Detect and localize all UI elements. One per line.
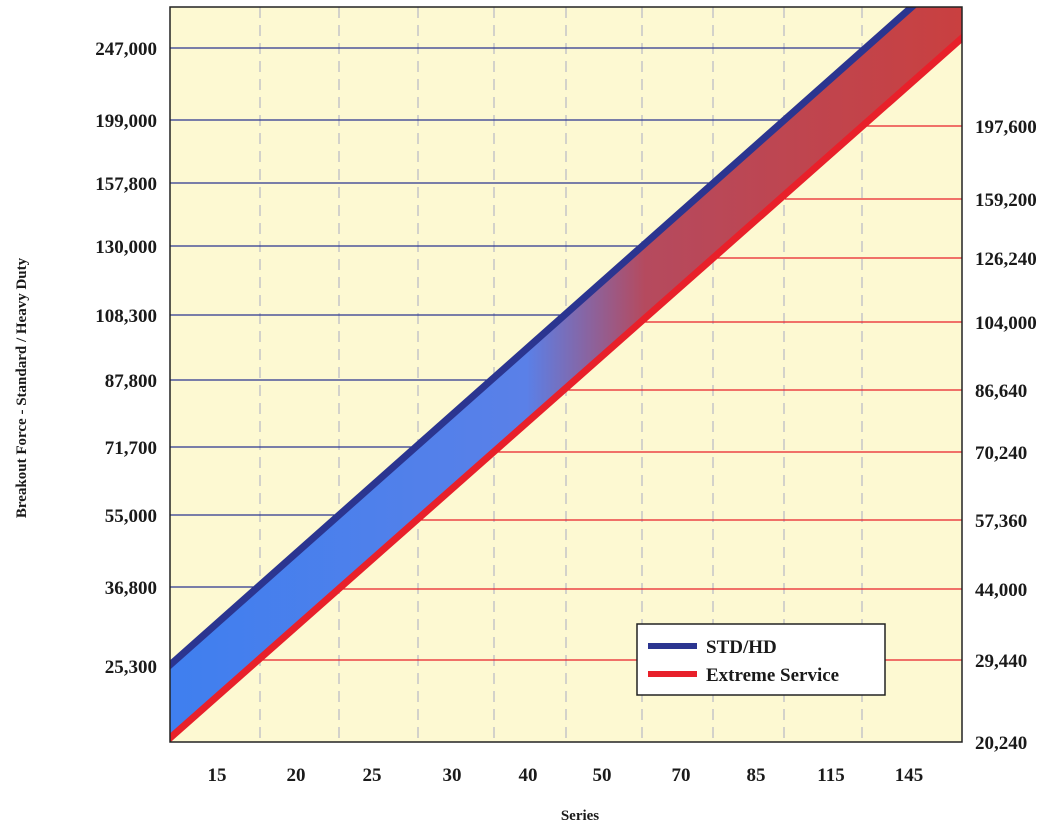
series-line-extreme-service [170,33,962,742]
legend-label-std-hd: STD/HD [706,637,777,658]
left-gridlines [170,47,865,667]
x-tick-label: 15 [208,765,227,786]
right-tick-label: 29,440 [975,651,1027,672]
x-tick-label: 40 [519,765,538,786]
legend: STD/HD Extreme Service [636,623,886,696]
plot-frame [169,6,963,743]
right-gridlines [262,125,962,661]
right-tick-label: 70,240 [975,443,1027,464]
left-tick-label: 247,000 [95,39,157,60]
y-axis-title: Breakout Force - Standard / Heavy Duty [14,257,30,518]
left-tick-label: 87,800 [105,371,157,392]
series-line-std-hd [170,7,917,670]
left-tick-label: 130,000 [95,237,157,258]
right-tick-label: 57,360 [975,511,1027,532]
right-tick-label: 197,600 [975,117,1037,138]
x-tick-label: 50 [593,765,612,786]
right-tick-label: 20,240 [975,733,1027,754]
x-tick-label: 145 [895,765,924,786]
right-tick-label: 86,640 [975,381,1027,402]
left-tick-label: 71,700 [105,438,157,459]
left-tick-label: 108,300 [95,306,157,327]
x-tick-label: 115 [817,765,844,786]
x-tick-label: 25 [363,765,382,786]
right-tick-label: 104,000 [975,313,1037,334]
x-tick-label: 70 [672,765,691,786]
left-tick-label: 25,300 [105,657,157,678]
left-tick-label: 157,800 [95,174,157,195]
right-tick-label: 126,240 [975,249,1037,270]
x-tick-label: 20 [287,765,306,786]
x-tick-label: 85 [747,765,766,786]
x-axis-title: Series [561,808,599,824]
right-tick-labels: 20,240 29,440 44,000 57,360 70,240 86,640 104,… [975,117,1037,754]
left-tick-labels: 25,300 36,800 55,000 71,700 87,800 108,300 130… [95,39,157,678]
left-tick-label: 199,000 [95,111,157,132]
x-tick-labels: 15 20 25 30 40 50 70 85 115 145 [208,765,924,786]
left-tick-label: 36,800 [105,578,157,599]
left-tick-label: 55,000 [105,506,157,527]
legend-label-extreme-service: Extreme Service [706,665,839,686]
x-tick-label: 30 [443,765,462,786]
legend-box [636,623,886,696]
range-band [170,7,962,738]
right-tick-label: 44,000 [975,580,1027,601]
right-tick-label: 159,200 [975,190,1037,211]
